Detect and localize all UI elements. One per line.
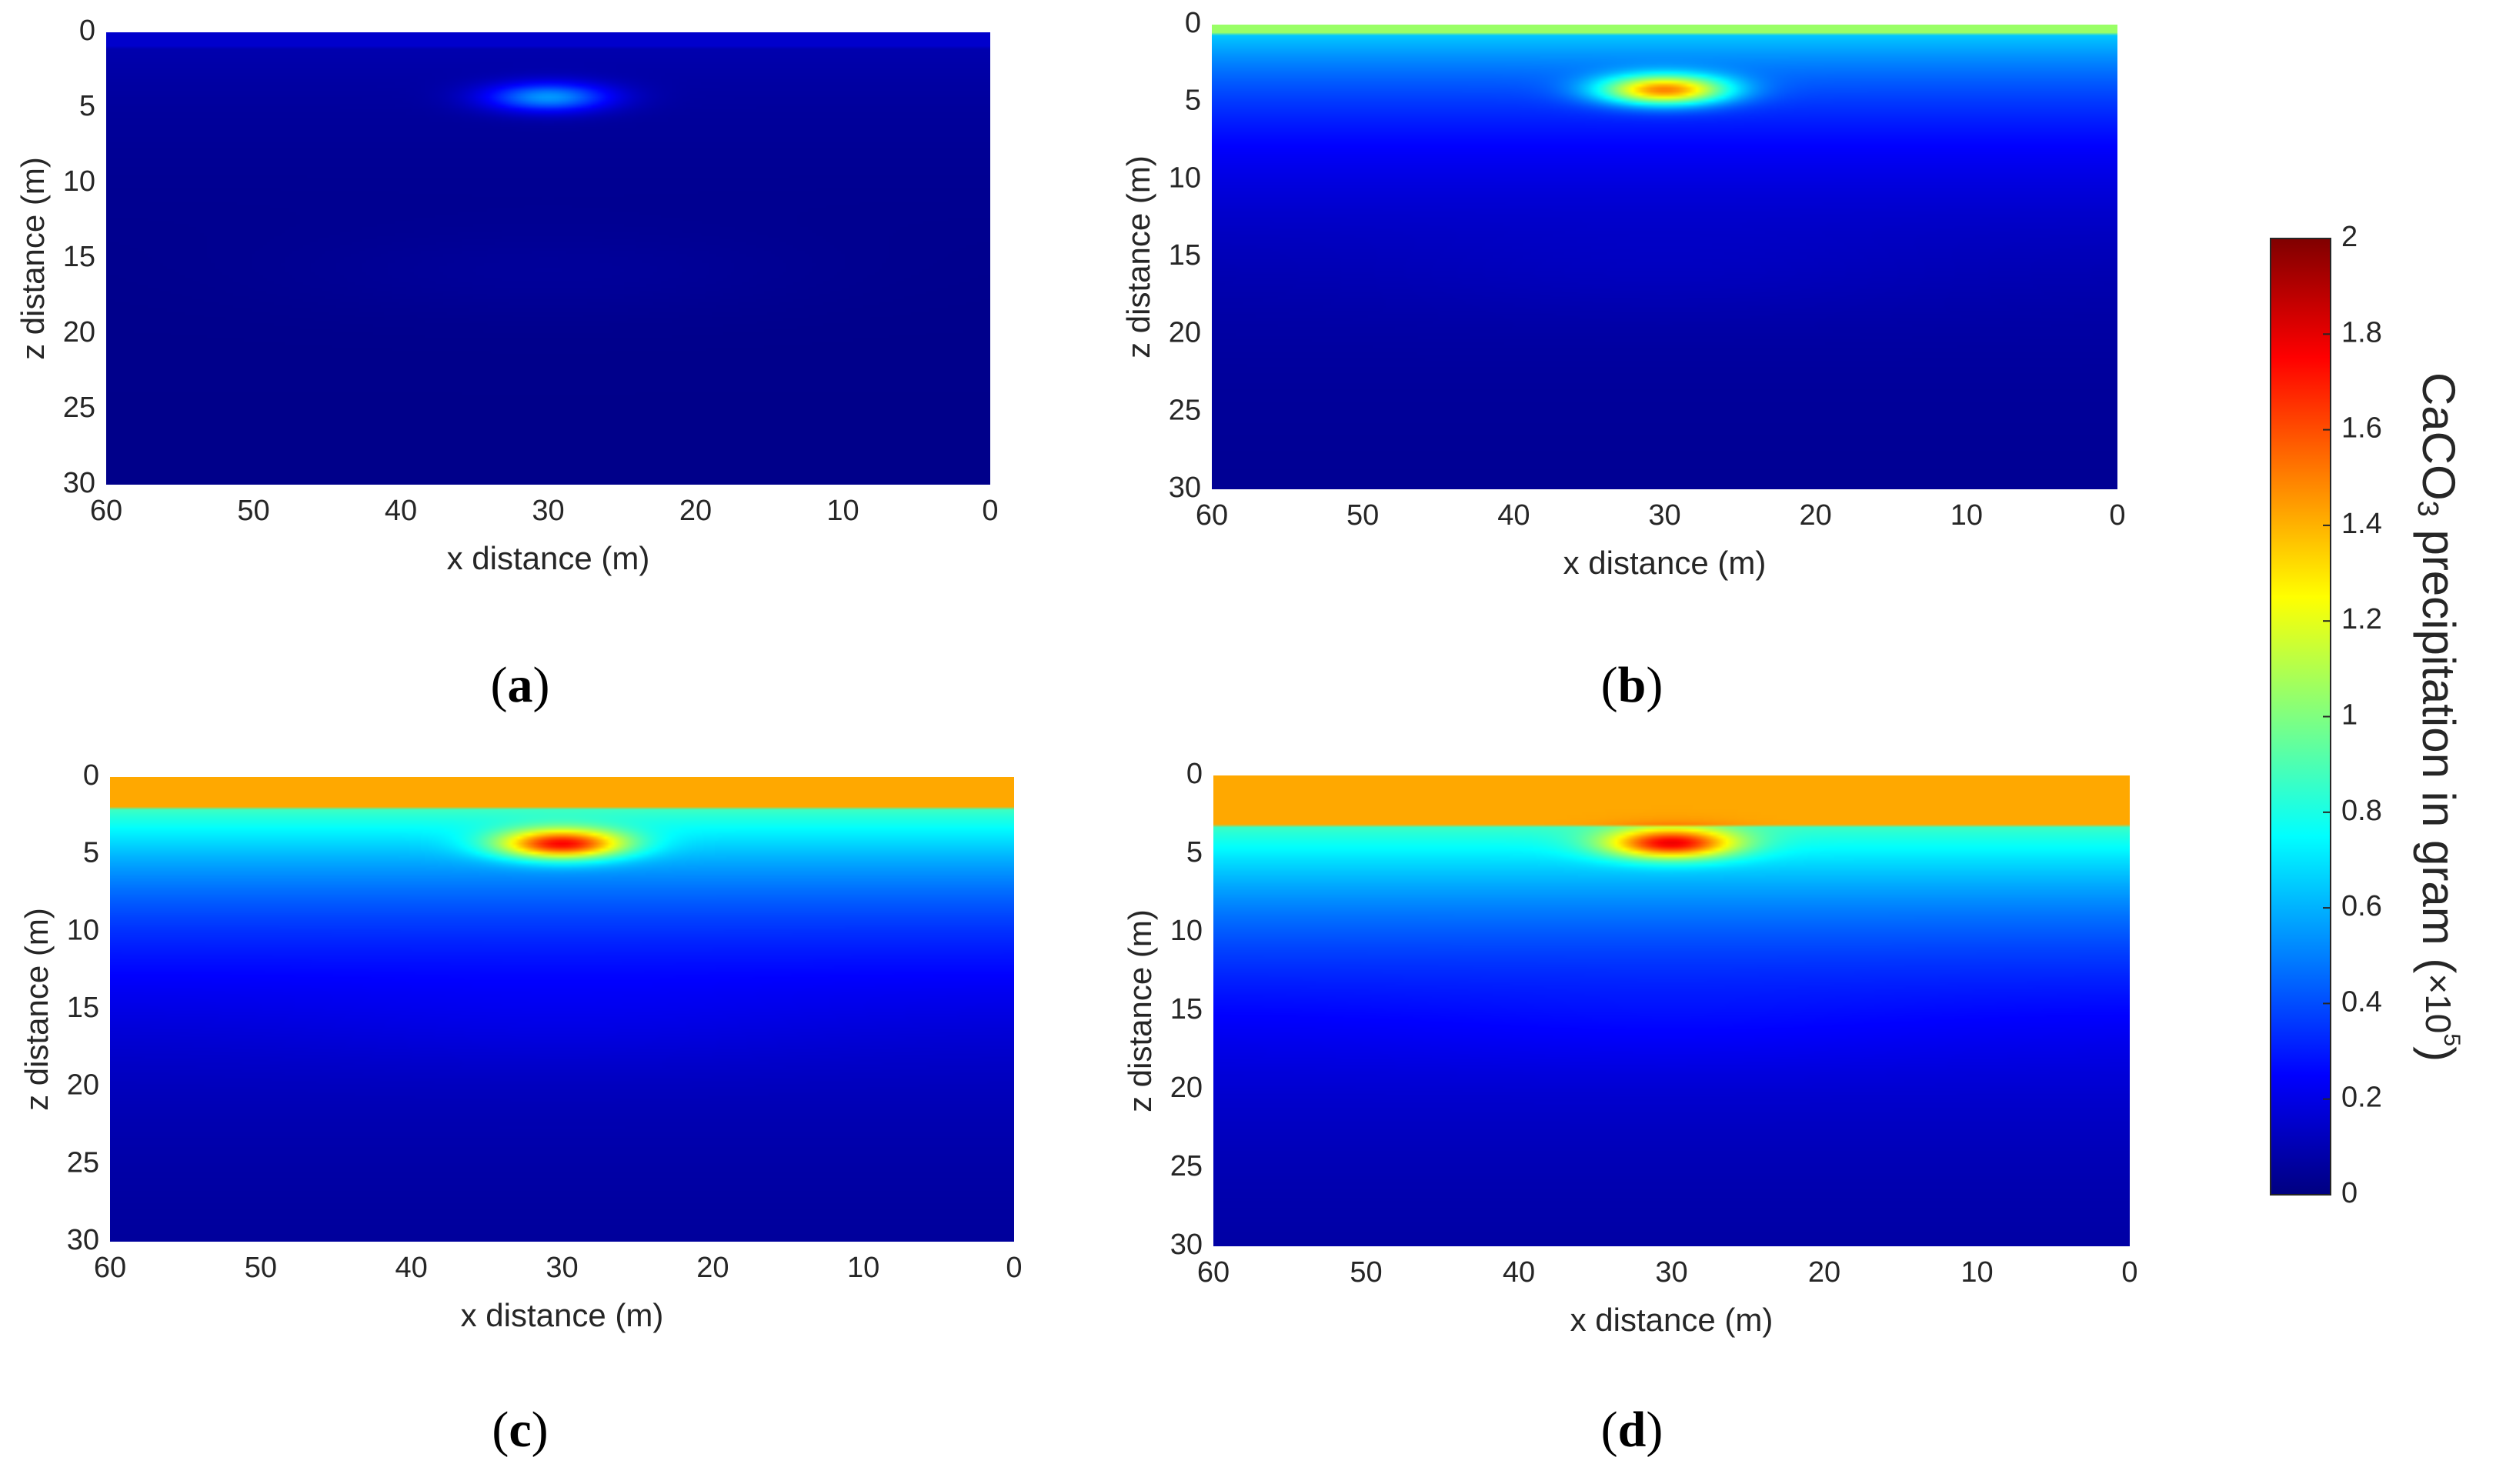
colorbar-tick-label: 0 xyxy=(2341,1177,2358,1209)
y-axis-label: z distance (m) xyxy=(1120,155,1156,358)
x-tick-label: 10 xyxy=(1950,499,1983,532)
panel-a: 60 50 40 30 20 10 0 0 5 10 15 20 25 30 x distance (m) z… xyxy=(15,15,998,576)
x-axis-label: x distance (m) xyxy=(1563,545,1767,581)
colorbar-tick-label: 0.4 xyxy=(2341,985,2382,1018)
y-tick-label: 5 xyxy=(1185,85,1201,117)
x-tick-label: 0 xyxy=(2121,1256,2137,1289)
colorbar-tick-label: 1.4 xyxy=(2341,508,2382,540)
colorbar-tick-label: 0.6 xyxy=(2341,890,2382,922)
y-tick-label: 20 xyxy=(63,316,95,348)
y-tick-label: 0 xyxy=(79,15,95,47)
colorbar-title: CaCO3 precipitation in gram (×105) xyxy=(2411,372,2464,1062)
y-tick-label: 15 xyxy=(1170,993,1203,1025)
y-tick-label: 5 xyxy=(79,90,95,122)
y-tick-label: 30 xyxy=(1169,472,1201,504)
colorbar-tick-label: 2 xyxy=(2341,221,2358,253)
colorbar-gradient xyxy=(2270,238,2331,1196)
heatmap-c xyxy=(110,777,1014,1242)
panel-label-a: (a) xyxy=(491,657,550,713)
y-tick-label: 30 xyxy=(67,1224,99,1256)
colorbar-tick-label: 1.8 xyxy=(2341,316,2382,348)
panel-label-c: (c) xyxy=(492,1402,548,1458)
x-tick-label: 10 xyxy=(1960,1256,1993,1289)
x-axis-label: x distance (m) xyxy=(1570,1302,1774,1338)
heatmap-b xyxy=(1212,25,2117,489)
colorbar-ticks: 0 0.2 0.4 0.6 0.8 1 1.2 1.4 1.6 1.8 2 xyxy=(2323,221,2382,1209)
y-tick-label: 15 xyxy=(1169,239,1201,272)
y-tick-label: 25 xyxy=(63,392,95,424)
colorbar-tick-label: 0.2 xyxy=(2341,1082,2382,1114)
colorbar: 0 0.2 0.4 0.6 0.8 1 1.2 1.4 1.6 1.8 2 CaCO3 precip… xyxy=(2270,221,2464,1209)
panel-label-b: (b) xyxy=(1601,657,1663,713)
y-tick-label: 10 xyxy=(67,914,99,946)
heatmap-d xyxy=(1213,775,2130,1246)
colorbar-tick-label: 1.2 xyxy=(2341,603,2382,635)
y-tick-label: 10 xyxy=(1170,915,1203,947)
x-tick-label: 30 xyxy=(1655,1256,1687,1289)
y-tick-label: 0 xyxy=(1185,7,1201,39)
y-tick-label: 25 xyxy=(1169,394,1201,426)
x-tick-label: 40 xyxy=(1497,499,1530,532)
x-tick-label: 20 xyxy=(1808,1256,1840,1289)
y-tick-label: 5 xyxy=(83,837,99,869)
y-tick-label: 0 xyxy=(1186,758,1203,790)
y-tick-label: 5 xyxy=(1186,836,1203,869)
x-tick-label: 50 xyxy=(245,1252,277,1284)
panel-label-d: (d) xyxy=(1601,1402,1663,1458)
panel-b: 60 50 40 30 20 10 0 0 5 10 15 20 25 30 x distance (m) z… xyxy=(1120,7,2125,581)
panel-d: 60 50 40 30 20 10 0 0 5 10 15 20 25 30 x distance (m) z… xyxy=(1122,758,2137,1338)
x-tick-label: 10 xyxy=(826,495,859,527)
x-axis-label: x distance (m) xyxy=(461,1297,664,1333)
y-tick-label: 30 xyxy=(63,467,95,499)
y-tick-label: 30 xyxy=(1170,1229,1203,1261)
x-tick-label: 50 xyxy=(1350,1256,1382,1289)
x-tick-label: 30 xyxy=(532,495,564,527)
x-tick-label: 60 xyxy=(94,1252,126,1284)
x-tick-label: 60 xyxy=(1197,1256,1230,1289)
x-tick-label: 20 xyxy=(1800,499,1832,532)
x-tick-label: 60 xyxy=(90,495,122,527)
x-tick-label: 0 xyxy=(2109,499,2125,532)
x-tick-label: 40 xyxy=(385,495,417,527)
x-tick-label: 50 xyxy=(237,495,269,527)
x-axis-label: x distance (m) xyxy=(447,540,650,576)
x-tick-label: 30 xyxy=(1648,499,1680,532)
x-tick-label: 20 xyxy=(679,495,712,527)
y-tick-label: 10 xyxy=(63,165,95,198)
x-tick-label: 40 xyxy=(1503,1256,1535,1289)
x-tick-label: 10 xyxy=(847,1252,879,1284)
x-tick-label: 60 xyxy=(1196,499,1228,532)
colorbar-tick-label: 0.8 xyxy=(2341,795,2382,827)
y-axis-label: z distance (m) xyxy=(1122,909,1158,1112)
colorbar-tick-label: 1 xyxy=(2341,699,2358,732)
y-tick-label: 25 xyxy=(1170,1150,1203,1182)
panel-c: 60 50 40 30 20 10 0 0 5 10 15 20 25 30 x distance (m) z… xyxy=(18,759,1022,1333)
y-tick-label: 0 xyxy=(83,759,99,792)
y-tick-label: 20 xyxy=(1169,317,1201,349)
x-tick-label: 40 xyxy=(395,1252,428,1284)
x-tick-label: 0 xyxy=(1006,1252,1022,1284)
x-tick-label: 30 xyxy=(546,1252,578,1284)
y-tick-label: 15 xyxy=(67,992,99,1024)
x-tick-label: 50 xyxy=(1346,499,1379,532)
y-axis-label: z distance (m) xyxy=(15,157,51,360)
y-tick-label: 10 xyxy=(1169,162,1201,194)
colorbar-tick-label: 1.6 xyxy=(2341,412,2382,445)
y-tick-label: 25 xyxy=(67,1146,99,1179)
x-tick-label: 0 xyxy=(982,495,998,527)
heatmap-a xyxy=(106,32,990,485)
y-tick-label: 20 xyxy=(67,1069,99,1102)
y-axis-label: z distance (m) xyxy=(18,908,55,1111)
y-tick-label: 15 xyxy=(63,241,95,273)
x-tick-label: 20 xyxy=(696,1252,729,1284)
y-tick-label: 20 xyxy=(1170,1072,1203,1104)
